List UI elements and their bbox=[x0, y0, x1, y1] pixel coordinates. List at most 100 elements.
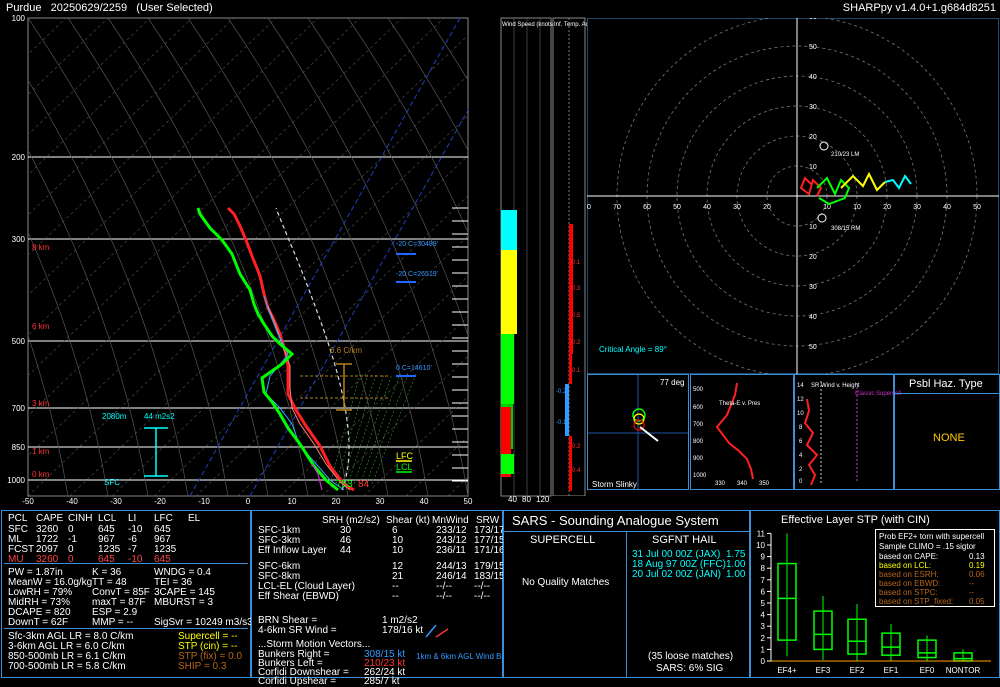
stp-panel: Effective Layer STP (with CIN) 11 10 9 8 7 6 5… bbox=[750, 510, 1000, 678]
hodo-x-label: 30 bbox=[913, 204, 921, 211]
height-label: 1 km bbox=[32, 447, 50, 456]
kinematics-cell: 173/17 bbox=[474, 525, 505, 536]
stp-category: EF0 bbox=[920, 666, 935, 675]
parcel-cell: 2097 bbox=[36, 544, 59, 555]
prob-box bbox=[875, 529, 995, 607]
critical-angle: Critical Angle = 89° bbox=[599, 345, 667, 354]
hodo-ring-label: 50 bbox=[809, 44, 817, 51]
hodo-ring-label: 20 bbox=[809, 134, 817, 141]
skewt-annotation: SFC bbox=[104, 478, 120, 487]
hodo-ring-label: 50 bbox=[809, 344, 817, 351]
skewt-panel[interactable]: 100 200 300 500 700 850 1000 8 km 6 km 3 km 1 km 0 … bbox=[0, 14, 498, 510]
kinematics-cell: 183/15 bbox=[474, 571, 505, 582]
parcel-cell: -1 bbox=[68, 534, 77, 545]
temp-label: 10 bbox=[288, 497, 297, 506]
hodo-x-label: 60 bbox=[643, 204, 651, 211]
stp-category: EF3 bbox=[816, 666, 831, 675]
wind-bar-green3 bbox=[501, 454, 514, 474]
kinematics-cell: 243/12 bbox=[436, 535, 467, 546]
hodo-x-label: 50 bbox=[673, 204, 681, 211]
hodograph[interactable]: 8070605040302010102030405060605040302010… bbox=[583, 14, 1000, 381]
temp-adv-panel: Inf. Temp. Adv. (C/hr) 0.1 0.3 0.5 0.2 0… bbox=[552, 14, 610, 506]
stp-y-tick: 0 bbox=[761, 657, 766, 666]
prob-value: -- bbox=[969, 588, 975, 597]
hodo-ring-label: 20 bbox=[809, 254, 817, 261]
parcel-header: PCL bbox=[8, 513, 28, 524]
pressure-label: 500 bbox=[12, 337, 26, 346]
psbl-haz-title: Psbl Haz. Type bbox=[909, 378, 983, 390]
prob-label: based on STP_fixed: bbox=[879, 597, 954, 606]
parcel-cell: 0 bbox=[68, 544, 74, 555]
site-name: Purdue bbox=[6, 2, 42, 14]
parcel-cell: 1722 bbox=[36, 534, 59, 545]
wind-bar-cyan bbox=[501, 210, 517, 250]
kinematics-cell: --/-- bbox=[436, 581, 453, 592]
hodograph-panel[interactable]: 8070605040302010102030405060605040302010… bbox=[583, 14, 1000, 381]
parcel-cell: 3260 bbox=[36, 524, 59, 535]
prob-label: based on EBWD: bbox=[879, 579, 941, 588]
prob-value: 0.06 bbox=[969, 570, 985, 579]
kinematics-cell: -- bbox=[392, 581, 399, 592]
hodo-x-label: 20 bbox=[883, 204, 891, 211]
kinematics-cell: SFC-1km bbox=[258, 525, 301, 536]
skewt-annotation: 0 C=14610' bbox=[396, 365, 432, 372]
stp-y-tick: 5 bbox=[761, 599, 766, 608]
kinematics-cell: --/-- bbox=[474, 581, 491, 592]
parcel-header: LFC bbox=[154, 513, 173, 524]
stp-y-tick: 10 bbox=[756, 541, 765, 550]
skewt-annotation: 6.6 C/km bbox=[330, 346, 362, 355]
kinematics-cell: 177/15 bbox=[474, 535, 505, 546]
prob-label: based on CAPE: bbox=[879, 552, 939, 561]
prob-value: 0.05 bbox=[969, 597, 985, 606]
version-label: SHARPpy v1.4.0+1.g684d8251 bbox=[842, 2, 996, 14]
parcel-cell: -6 bbox=[128, 534, 137, 545]
kinematics-cell: 244/13 bbox=[436, 561, 467, 572]
stp-y-tick: 6 bbox=[761, 587, 766, 596]
parcel-header: EL bbox=[188, 513, 201, 524]
wind-tick-120: 120 bbox=[536, 495, 550, 504]
site-title: Purdue 20250629/2259 (User Selected) bbox=[6, 2, 213, 14]
parcel-header: CAPE bbox=[36, 513, 64, 524]
skewt-annotation: -20 C=30489' bbox=[396, 241, 438, 248]
hodo-x-label: 70 bbox=[613, 204, 621, 211]
prob-value: 0.19 bbox=[969, 561, 985, 570]
kinematics-cell: SFC-6km bbox=[258, 561, 301, 572]
parcel-cell: 0 bbox=[68, 524, 74, 535]
kinematics-cell: SFC-8km bbox=[258, 571, 301, 582]
skewt-annotation: LCL bbox=[396, 462, 413, 472]
parcel-header: CINH bbox=[68, 513, 93, 524]
kinematics-cell: 10 bbox=[392, 545, 404, 556]
prob-label: based on LCL: bbox=[879, 561, 932, 570]
temp-label: 30 bbox=[376, 497, 385, 506]
hodo-x-label: 40 bbox=[703, 204, 711, 211]
parcel-cell: 645 bbox=[154, 524, 171, 535]
kinematics-cell: LCL-EL (Cloud Layer) bbox=[258, 581, 355, 592]
stp-y-tick: 8 bbox=[761, 564, 766, 573]
wind-tick-80: 80 bbox=[522, 495, 531, 504]
rm-label: 308/15 RM bbox=[831, 226, 861, 232]
parcel-cell: -10 bbox=[128, 524, 143, 535]
temp-label: -10 bbox=[198, 497, 210, 506]
skewt-annotation: LFC bbox=[396, 451, 414, 461]
prob-value: 0.13 bbox=[969, 552, 985, 561]
parcel-cell: 1235 bbox=[98, 544, 121, 555]
hodo-x-label: 80 bbox=[587, 204, 591, 211]
hodo-ring-label: 40 bbox=[809, 314, 817, 321]
kinematics-cell: Eff Shear (EBWD) bbox=[258, 591, 339, 602]
lm-label: 210/23 LM bbox=[831, 152, 860, 158]
pressure-label: 700 bbox=[12, 404, 26, 413]
parcel-cell: 645 bbox=[98, 524, 115, 535]
kinematics-cell: 236/11 bbox=[436, 545, 466, 556]
kinematics-panel: SRH (m2/s2) Shear (kt) MnWind SRW SFC-1k… bbox=[251, 510, 517, 687]
kinematics-cell: Eff Inflow Layer bbox=[258, 545, 327, 556]
kinematics-cell: 179/15 bbox=[474, 561, 505, 572]
pressure-label: 200 bbox=[12, 153, 26, 162]
stp-category: EF2 bbox=[850, 666, 865, 675]
skewt-annotation: 84 bbox=[358, 479, 370, 490]
theta-e-panel: Theta-E v. Pres 500 600 700 800 900 1000… bbox=[690, 374, 794, 490]
sr-wind-panel: SR Wind v. Height Classic Supercell 14 1… bbox=[794, 374, 901, 490]
psbl-haz-value: NONE bbox=[933, 432, 965, 444]
wind-bar-red bbox=[501, 407, 511, 477]
